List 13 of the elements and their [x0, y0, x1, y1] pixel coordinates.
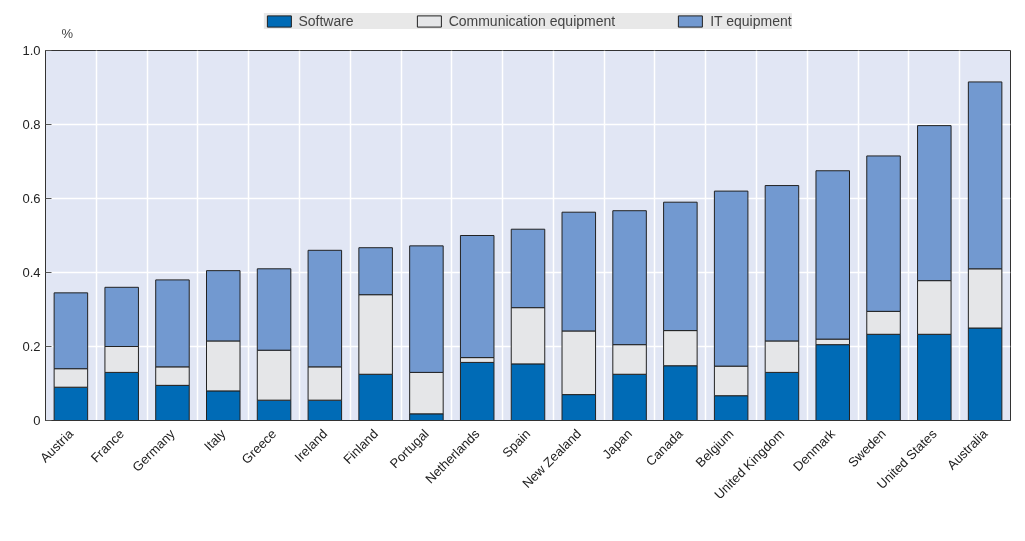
- y-tick-label: 0.2: [22, 339, 41, 354]
- y-axis-title: %: [61, 25, 74, 41]
- y-tick-label: 0: [33, 413, 41, 428]
- legend-label: IT equipment: [710, 13, 792, 29]
- legend-label: Communication equipment: [448, 13, 616, 29]
- x-tick-label: Italy: [201, 425, 229, 454]
- y-tick-label: 0.6: [22, 191, 41, 206]
- bar: [459, 361, 495, 421]
- legend-label: Software: [298, 13, 354, 29]
- y-tick-label: 1.0: [22, 43, 41, 58]
- y-tick-label: 0.4: [22, 265, 41, 280]
- bar: [459, 235, 495, 359]
- y-tick-label: 0.8: [22, 117, 41, 132]
